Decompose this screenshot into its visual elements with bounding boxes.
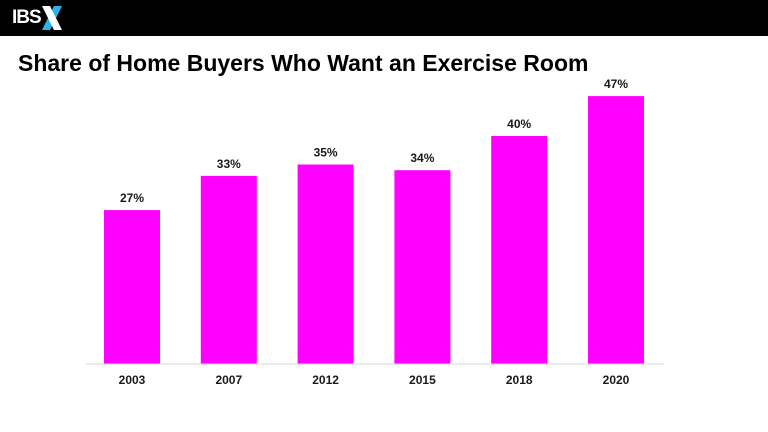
header-bar: IBS bbox=[0, 0, 768, 36]
x-axis-tick-labels: 2003 2007 2012 2015 2018 2020 bbox=[119, 373, 630, 387]
page-title: Share of Home Buyers Who Want an Exercis… bbox=[18, 50, 589, 76]
ibsx-logo: IBS bbox=[12, 4, 64, 32]
x-tick-label-2015: 2015 bbox=[409, 373, 436, 387]
data-label-2003: 27% bbox=[120, 191, 144, 205]
logo-x-icon bbox=[41, 6, 62, 30]
x-tick-label-2020: 2020 bbox=[603, 373, 630, 387]
bar-2003 bbox=[104, 210, 160, 364]
bar-2007 bbox=[200, 175, 257, 364]
bar-2020 bbox=[588, 96, 644, 364]
x-tick-label-2012: 2012 bbox=[312, 373, 339, 387]
data-labels: 27% 33% 35% 34% 40% 47% bbox=[120, 77, 628, 205]
x-tick-label-2018: 2018 bbox=[506, 373, 533, 387]
bars bbox=[104, 96, 644, 364]
data-label-2020: 47% bbox=[604, 77, 628, 91]
bar-2015 bbox=[394, 170, 451, 364]
data-label-2012: 35% bbox=[314, 146, 338, 160]
bar-2018 bbox=[491, 136, 548, 364]
data-label-2018: 40% bbox=[507, 117, 531, 131]
bar-2012 bbox=[297, 164, 354, 364]
x-tick-label-2007: 2007 bbox=[215, 373, 242, 387]
data-label-2015: 34% bbox=[410, 151, 434, 165]
logo-text: IBS bbox=[12, 7, 42, 28]
x-tick-label-2003: 2003 bbox=[119, 373, 146, 387]
data-label-2007: 33% bbox=[217, 157, 241, 171]
